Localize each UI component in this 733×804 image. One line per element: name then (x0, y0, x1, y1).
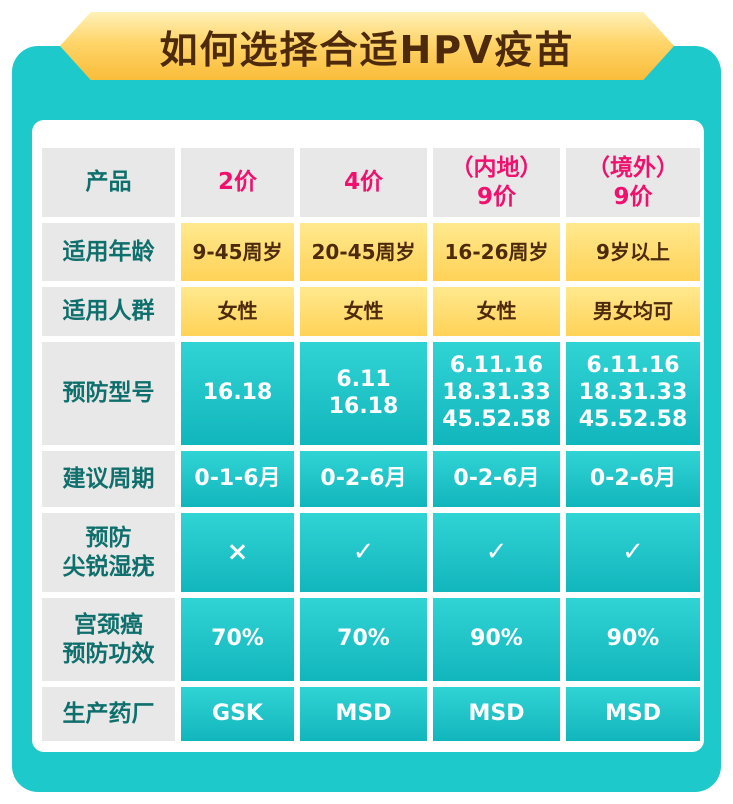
schedule-cell: 0-1-6月 (181, 451, 294, 507)
header-4-valent: 4价 (300, 148, 427, 217)
schedule-cell: 0-2-6月 (300, 451, 427, 507)
cross-icon: × (181, 513, 294, 592)
row-label-warts: 预防 尖锐湿疣 (42, 513, 175, 592)
check-icon: ✓ (566, 513, 700, 592)
row-label-schedule: 建议周期 (42, 451, 175, 507)
age-cell: 9岁以上 (566, 223, 700, 281)
types-cell: 6.11.16 18.31.33 45.52.58 (433, 342, 560, 445)
manufacturer-cell: MSD (566, 687, 700, 741)
manufacturer-cell: GSK (181, 687, 294, 741)
population-cell: 男女均可 (566, 287, 700, 336)
check-icon: ✓ (300, 513, 427, 592)
population-cell: 女性 (181, 287, 294, 336)
header-2-valent: 2价 (181, 148, 294, 217)
efficacy-cell: 90% (433, 598, 560, 681)
efficacy-cell: 70% (300, 598, 427, 681)
types-cell: 6.11.16 18.31.33 45.52.58 (566, 342, 700, 445)
age-cell: 20-45周岁 (300, 223, 427, 281)
title-banner: 如何选择合适HPV疫苗 (60, 12, 674, 80)
age-cell: 16-26周岁 (433, 223, 560, 281)
header-9-valent-mainland: （内地） 9价 (433, 148, 560, 217)
row-label-efficacy: 宫颈癌 预防功效 (42, 598, 175, 681)
check-icon: ✓ (433, 513, 560, 592)
comparison-table: 产品 2价 4价 （内地） 9价 （境外） 9价 适用年龄 9-45周岁 20-… (42, 148, 700, 741)
schedule-cell: 0-2-6月 (566, 451, 700, 507)
types-cell: 16.18 (181, 342, 294, 445)
age-cell: 9-45周岁 (181, 223, 294, 281)
types-cell: 6.11 16.18 (300, 342, 427, 445)
header-9-valent-overseas: （境外） 9价 (566, 148, 700, 217)
row-label-population: 适用人群 (42, 287, 175, 336)
row-label-manufacturer: 生产药厂 (42, 687, 175, 741)
population-cell: 女性 (433, 287, 560, 336)
manufacturer-cell: MSD (433, 687, 560, 741)
efficacy-cell: 70% (181, 598, 294, 681)
population-cell: 女性 (300, 287, 427, 336)
row-label-types: 预防型号 (42, 342, 175, 445)
efficacy-cell: 90% (566, 598, 700, 681)
manufacturer-cell: MSD (300, 687, 427, 741)
row-label-product: 产品 (42, 148, 175, 217)
page-title: 如何选择合适HPV疫苗 (159, 27, 575, 72)
schedule-cell: 0-2-6月 (433, 451, 560, 507)
row-label-age: 适用年龄 (42, 223, 175, 281)
